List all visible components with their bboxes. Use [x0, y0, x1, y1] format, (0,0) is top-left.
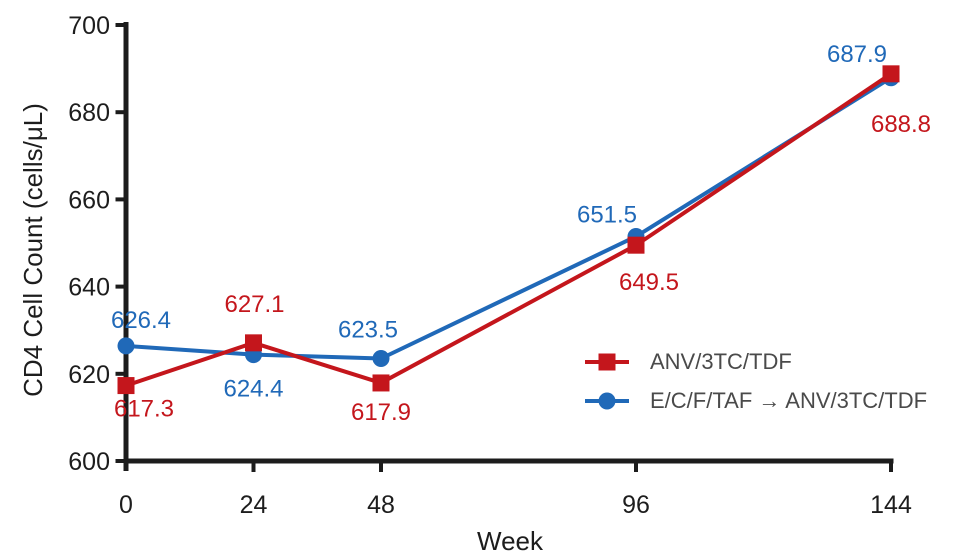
data-point-marker — [882, 65, 900, 83]
data-point-label: 624.4 — [223, 376, 283, 403]
x-tick-label: 96 — [622, 491, 650, 519]
data-point-label: 651.5 — [577, 201, 637, 228]
data-point-marker — [627, 236, 645, 254]
x-axis-title: Week — [477, 526, 544, 556]
plot-area: 600 620 640 660 680 700 0 24 48 96 144 626.4 624.4 62… — [68, 12, 931, 519]
legend-marker — [598, 353, 616, 371]
y-tick-label: 660 — [68, 186, 110, 214]
data-point-label: 649.5 — [619, 269, 679, 296]
y-tick-label: 680 — [68, 99, 110, 127]
data-point-label: 627.1 — [224, 291, 284, 318]
series-line-anv — [125, 72, 893, 388]
data-point-marker — [117, 377, 135, 395]
x-tick-label: 0 — [119, 491, 133, 519]
data-point-marker — [117, 337, 135, 355]
legend-label: ANV/3TC/TDF — [650, 349, 792, 374]
data-point-label: 617.3 — [114, 396, 174, 423]
x-tick-label: 144 — [870, 491, 912, 519]
data-point-label: 687.9 — [827, 41, 887, 68]
y-tick-label: 600 — [68, 448, 110, 476]
x-tick-label: 24 — [240, 491, 268, 519]
y-axis-title: CD4 Cell Count (cells/μL) — [18, 103, 48, 397]
legend-label: E/C/F/TAF → ANV/3TC/TDF — [650, 388, 927, 413]
y-tick-label: 640 — [68, 274, 110, 302]
legend-marker — [598, 392, 616, 410]
y-tick-label: 700 — [68, 12, 110, 40]
data-point-label: 617.9 — [351, 399, 411, 426]
data-point-marker — [245, 334, 262, 352]
y-tick-label: 620 — [68, 361, 110, 389]
data-point-label: 688.8 — [871, 111, 931, 138]
data-point-label: 623.5 — [338, 317, 398, 344]
x-tick-label: 48 — [367, 491, 395, 519]
data-point-marker — [372, 374, 390, 392]
data-point-label: 626.4 — [111, 307, 171, 334]
data-point-marker — [372, 350, 390, 368]
